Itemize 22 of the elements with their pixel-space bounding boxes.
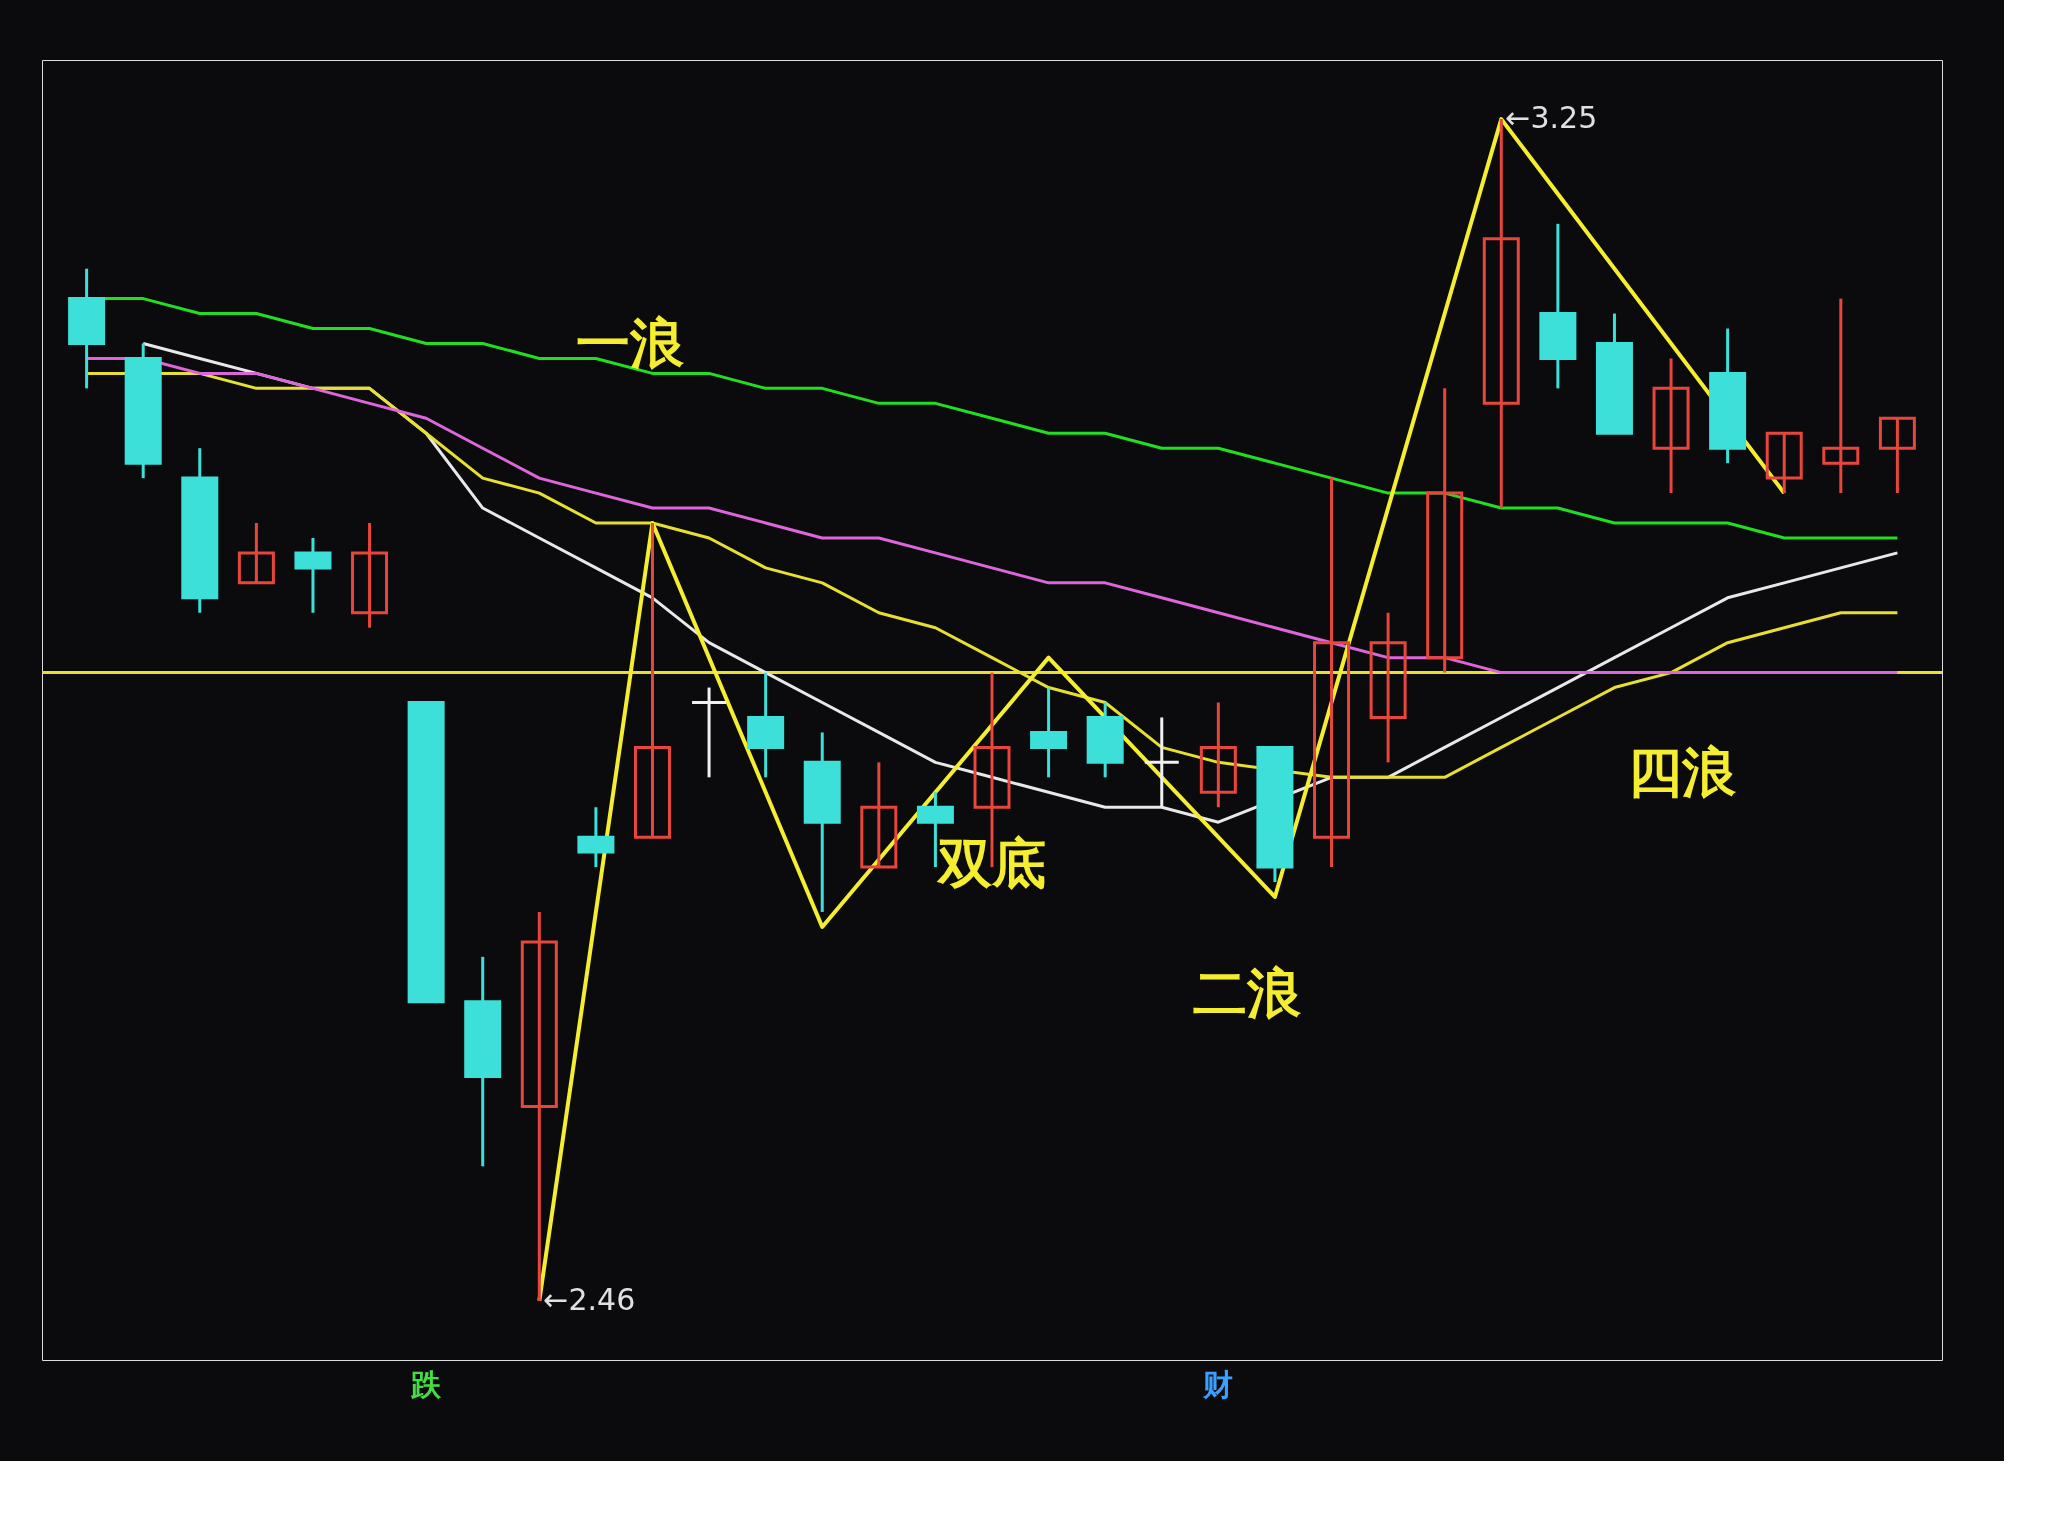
annotation: ←2.46 <box>543 1281 636 1317</box>
annotation: 二浪 <box>1192 962 1302 1025</box>
candlestick <box>1313 478 1351 868</box>
candlestick <box>1199 702 1237 809</box>
annotation: 四浪 <box>1628 741 1738 804</box>
candlestick <box>1822 298 1860 495</box>
candlestick <box>1765 431 1803 495</box>
candlestick <box>690 687 728 778</box>
candlestick <box>237 523 275 585</box>
text: 跌 <box>410 1367 443 1402</box>
annotation: ←3.25 <box>1505 100 1598 136</box>
candlestick <box>1652 358 1690 495</box>
annotation: 一浪 <box>575 312 685 375</box>
annotation: 双底 <box>936 832 1046 895</box>
candlestick <box>351 523 389 628</box>
candlestick <box>1426 388 1464 673</box>
candlestick <box>1369 611 1407 763</box>
text: 财 <box>1202 1367 1234 1402</box>
candlestick <box>633 523 671 839</box>
candlestick <box>860 762 898 869</box>
candlestick <box>1143 717 1181 808</box>
candlestick <box>1878 416 1916 495</box>
